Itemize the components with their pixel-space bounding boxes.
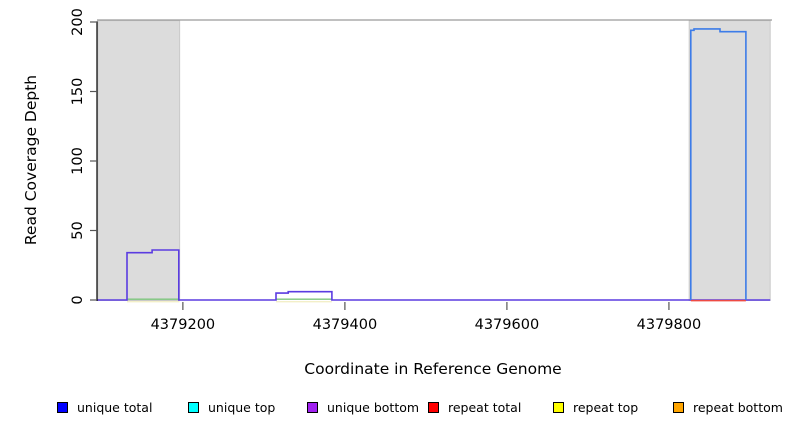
series-trace-4 <box>690 28 747 300</box>
legend-label: unique bottom <box>327 399 420 415</box>
legend-swatch <box>188 401 199 413</box>
legend-label: repeat top <box>573 399 639 415</box>
legend-item-unique-total: unique total <box>57 398 152 416</box>
legend-label: repeat total <box>448 399 522 415</box>
legend-swatch <box>428 401 439 413</box>
legend-swatch <box>673 401 684 413</box>
y-tick-label: 0 <box>70 295 86 304</box>
repeat-region-right <box>688 20 771 301</box>
legend-swatch <box>553 401 564 413</box>
series-trace-2 <box>97 249 771 301</box>
x-tick-label: 4379600 <box>475 317 540 333</box>
repeat-region-left <box>97 20 181 301</box>
legend: unique total unique top unique bottom repea… <box>0 398 792 420</box>
legend-item-repeat-top: repeat top <box>553 398 638 416</box>
y-axis-title: Read Coverage Depth <box>22 74 40 246</box>
y-tick-label: 200 <box>70 8 86 36</box>
y-tick-label: 150 <box>70 78 86 106</box>
y-tick-label: 100 <box>70 147 86 175</box>
legend-label: unique top <box>208 399 276 415</box>
x-tick-label: 4379800 <box>637 317 702 333</box>
legend-swatch <box>307 401 318 413</box>
legend-item-repeat-bottom: repeat bottom <box>673 398 783 416</box>
legend-label: repeat bottom <box>693 399 783 415</box>
legend-item-unique-bottom: unique bottom <box>307 398 419 416</box>
x-tick-label: 4379200 <box>151 317 216 333</box>
legend-item-unique-top: unique top <box>188 398 275 416</box>
legend-swatch <box>57 401 68 413</box>
x-axis-title: Coordinate in Reference Genome <box>304 360 562 378</box>
legend-label: unique total <box>77 399 153 415</box>
legend-item-repeat-total: repeat total <box>428 398 521 416</box>
x-tick-label: 4379400 <box>313 317 378 333</box>
y-tick-label: 50 <box>70 221 86 239</box>
